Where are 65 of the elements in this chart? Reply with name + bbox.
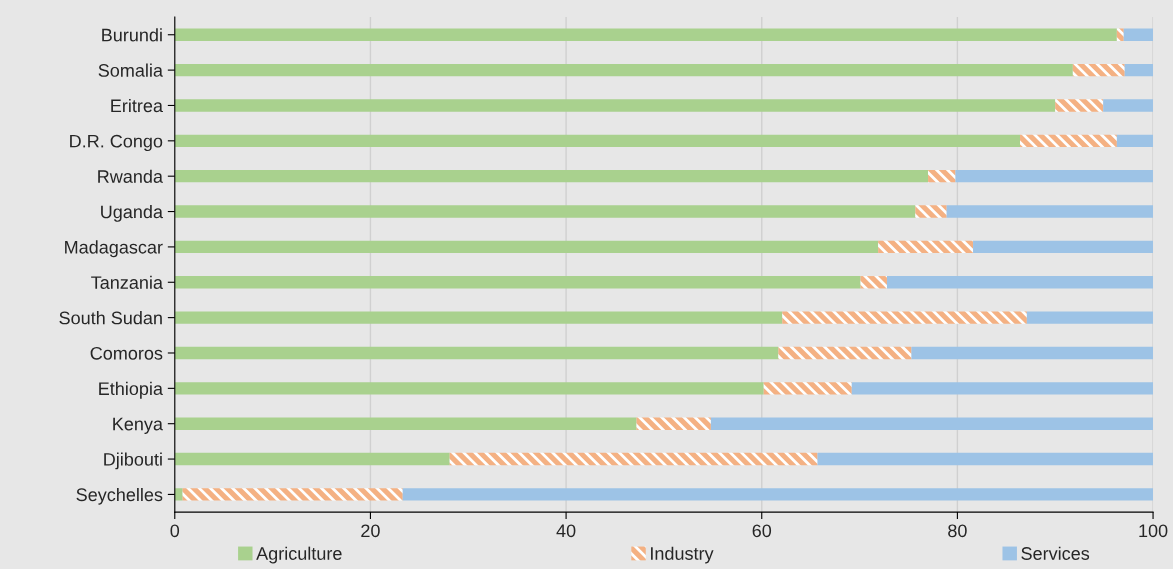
bar bbox=[1026, 311, 1154, 324]
bar bbox=[174, 134, 1021, 148]
bar bbox=[174, 99, 1056, 112]
bar bbox=[174, 488, 183, 501]
bar bbox=[860, 276, 887, 289]
bar bbox=[1116, 134, 1154, 148]
bar bbox=[449, 452, 818, 466]
bar bbox=[1116, 28, 1124, 41]
bar bbox=[973, 240, 1154, 254]
bar bbox=[174, 205, 916, 218]
bar bbox=[1103, 99, 1154, 112]
bar bbox=[817, 452, 1154, 466]
bar bbox=[174, 452, 450, 466]
x-tick-label: 80 bbox=[948, 524, 967, 538]
bar bbox=[710, 417, 1154, 430]
y-tick-label: Burundi bbox=[102, 28, 162, 42]
bar bbox=[174, 346, 779, 360]
x-tick-label: 100 bbox=[1139, 524, 1168, 538]
x-tick-label: 40 bbox=[556, 524, 576, 538]
bar bbox=[402, 488, 1154, 501]
bar bbox=[886, 276, 1154, 289]
bar bbox=[174, 63, 1073, 77]
bar bbox=[778, 346, 912, 360]
legend-label: Industry bbox=[651, 546, 714, 564]
y-tick-label: Eritrea bbox=[111, 98, 163, 113]
bar bbox=[782, 311, 1027, 324]
y-tick-label: Djibouti bbox=[104, 452, 162, 470]
bar bbox=[636, 417, 711, 430]
x-tick-label: 60 bbox=[752, 524, 772, 538]
y-tick-label: South Sudan bbox=[59, 311, 162, 325]
y-tick-label: Seychelles bbox=[76, 487, 163, 505]
y-tick-label: Uganda bbox=[101, 205, 163, 222]
bar bbox=[946, 205, 1154, 218]
bar bbox=[174, 170, 929, 183]
y-tick-label: Comoros bbox=[90, 346, 163, 360]
y-tick-label: Rwanda bbox=[98, 169, 163, 183]
legend-label: Services bbox=[1021, 546, 1090, 560]
bar bbox=[763, 382, 852, 395]
bar bbox=[851, 382, 1154, 395]
bar bbox=[911, 346, 1154, 360]
bar bbox=[1124, 63, 1154, 77]
bar bbox=[174, 311, 783, 324]
bar bbox=[1020, 134, 1117, 148]
x-tick-label: 0 bbox=[170, 524, 180, 538]
bar bbox=[1123, 28, 1154, 41]
bar bbox=[878, 240, 974, 254]
bar bbox=[928, 170, 956, 183]
bar bbox=[174, 417, 637, 430]
bar bbox=[174, 240, 879, 254]
bar bbox=[174, 276, 861, 289]
bar bbox=[1055, 99, 1104, 112]
y-tick-label: Somalia bbox=[98, 63, 163, 77]
y-tick-label: Ethiopia bbox=[99, 381, 163, 399]
y-tick-label: Madagascar bbox=[65, 240, 163, 258]
bar bbox=[174, 382, 764, 395]
legend-label: Agriculture bbox=[256, 546, 342, 564]
y-tick-label: D.R. Congo bbox=[70, 134, 163, 152]
bar bbox=[174, 28, 1117, 41]
bar bbox=[1072, 63, 1125, 77]
y-tick-label: Tanzania bbox=[91, 275, 163, 289]
bar bbox=[182, 488, 403, 501]
bar bbox=[955, 170, 1154, 183]
y-tick-label: Kenya bbox=[113, 417, 163, 434]
x-tick-label: 20 bbox=[361, 524, 380, 538]
bar bbox=[915, 205, 947, 218]
